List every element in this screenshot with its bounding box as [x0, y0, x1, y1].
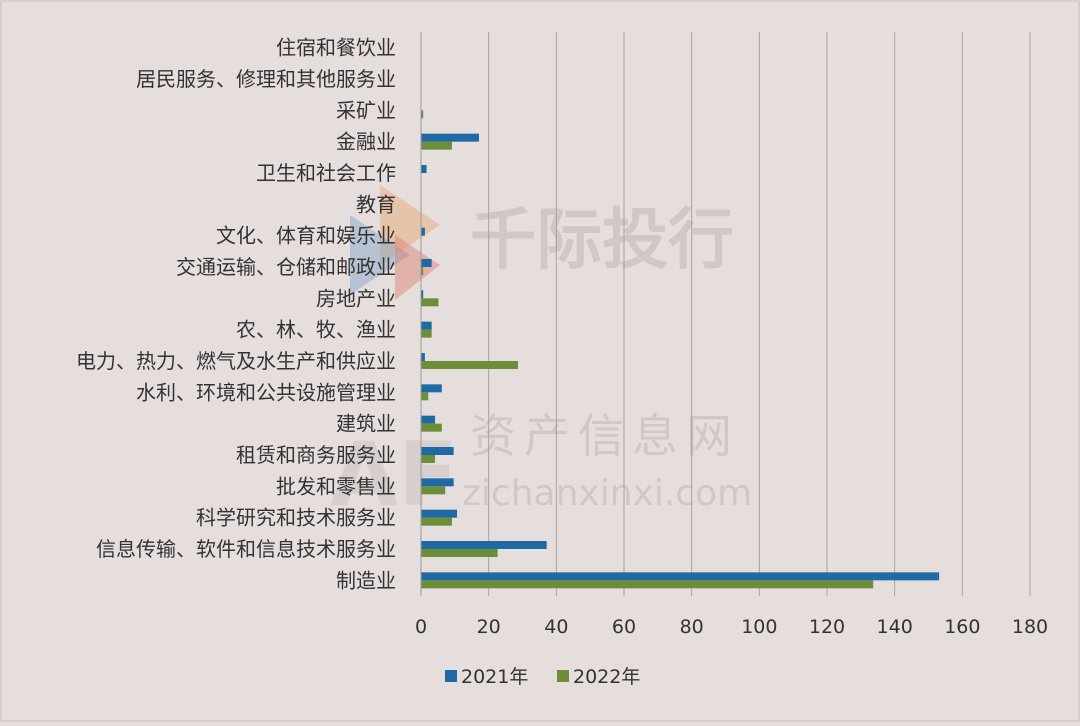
watermark-brand: 千际投行	[470, 201, 734, 278]
x-tick-label: 20	[477, 616, 501, 638]
category-label: 住宿和餐饮业	[276, 36, 396, 60]
bar-2022	[421, 329, 432, 338]
category-label: 农、林、牧、渔业	[236, 318, 396, 342]
x-tick-label: 80	[680, 616, 704, 638]
bar-2022	[421, 392, 429, 401]
bar-2022	[421, 455, 436, 463]
category-labels: 住宿和餐饮业居民服务、修理和其他服务业采矿业金融业卫生和社会工作教育文化、体育和…	[76, 36, 396, 593]
bar-2022	[421, 110, 424, 119]
x-tick-label: 60	[612, 616, 636, 638]
x-axis: 0 20 40 60 80 100 120 140 160 180	[415, 616, 1048, 638]
gridlines	[420, 32, 1031, 596]
bar-2022	[421, 549, 498, 557]
bar-2022	[421, 580, 874, 589]
category-label: 建筑业	[336, 412, 396, 436]
bar-2022	[421, 361, 518, 369]
category-label: 租赁和商务服务业	[236, 443, 396, 467]
x-tick-label: 180	[1012, 616, 1048, 638]
bar-2022	[421, 423, 442, 432]
watermark: 千际投行 资产信息网 zichanxinxi.com AF	[330, 185, 752, 526]
bar-2021	[421, 572, 940, 581]
legend-swatch	[557, 670, 569, 682]
bar-2021	[421, 133, 480, 142]
x-tick-label: 160	[944, 616, 980, 638]
bar-2022	[421, 486, 446, 495]
category-label: 采矿业	[336, 98, 396, 122]
bar-2021	[421, 227, 425, 236]
bar-2021	[421, 259, 432, 267]
bar-2021	[421, 541, 547, 549]
category-label: 教育	[356, 192, 396, 216]
bar-2021	[421, 290, 424, 299]
watermark-domain: zichanxinxi.com	[462, 473, 752, 514]
bar-2022	[421, 298, 439, 307]
bar-2021	[421, 478, 454, 487]
bar-2021	[421, 415, 436, 424]
bar-2021	[421, 353, 425, 361]
category-label: 制造业	[336, 568, 396, 592]
category-label: 批发和零售业	[276, 474, 396, 498]
x-tick-label: 40	[544, 616, 568, 638]
x-tick-label: 140	[877, 616, 913, 638]
category-label: 交通运输、仓储和邮政业	[176, 255, 396, 279]
legend-swatch	[445, 670, 457, 682]
bar-2021	[421, 384, 442, 393]
x-tick-label: 100	[741, 616, 777, 638]
legend: 2021年 2022年	[445, 666, 640, 688]
x-tick-label: 120	[809, 616, 845, 638]
category-label: 电力、热力、燃气及水生产和供应业	[76, 349, 396, 373]
bars	[421, 110, 940, 589]
bar-2021	[421, 509, 458, 518]
legend-label: 2021年	[461, 666, 528, 688]
watermark-logo-text: AF	[330, 423, 458, 526]
bar-2022	[421, 141, 452, 150]
bar-2021	[421, 321, 432, 330]
x-tick-label: 0	[415, 616, 427, 638]
category-label: 文化、体育和娱乐业	[216, 224, 396, 248]
category-label: 科学研究和技术服务业	[196, 506, 396, 530]
bar-2021	[421, 165, 427, 173]
category-label: 水利、环境和公共设施管理业	[136, 380, 396, 404]
bar-2022	[421, 517, 452, 526]
category-label: 房地产业	[316, 286, 396, 310]
category-label: 卫生和社会工作	[256, 161, 396, 185]
watermark-site: 资产信息网	[470, 409, 740, 463]
category-label: 信息传输、软件和信息技术服务业	[96, 537, 396, 561]
watermark-logo-icon	[350, 185, 440, 300]
bar-2021	[421, 447, 454, 455]
legend-label: 2022年	[573, 666, 640, 688]
category-label: 金融业	[336, 130, 396, 154]
category-label: 居民服务、修理和其他服务业	[136, 67, 396, 91]
bar-2022	[421, 267, 424, 275]
